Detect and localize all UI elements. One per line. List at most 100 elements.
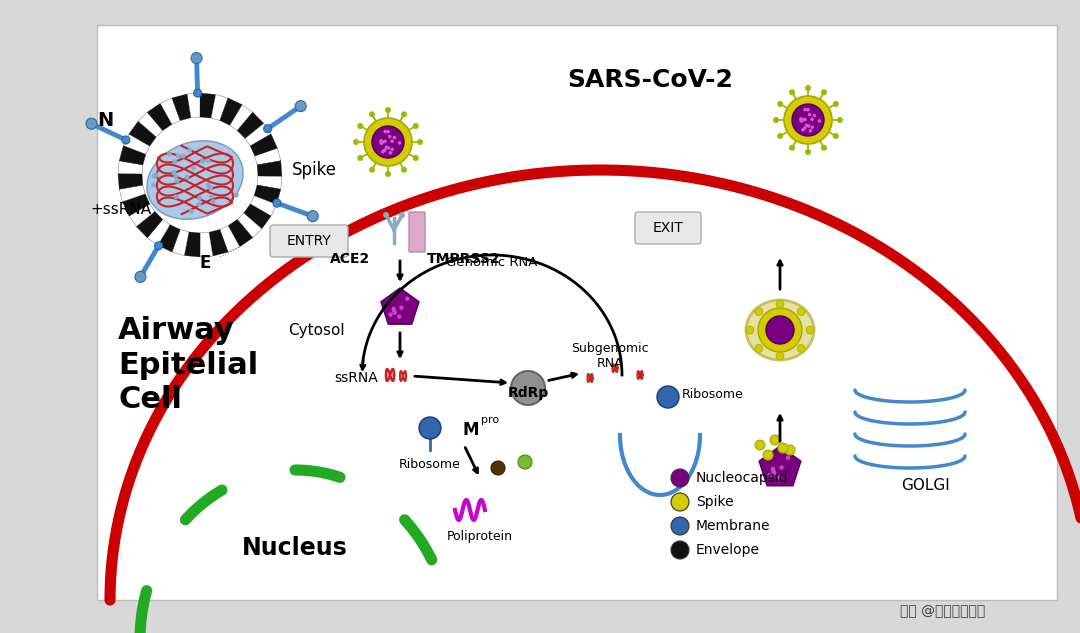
Circle shape: [369, 111, 375, 117]
Circle shape: [777, 300, 784, 308]
Circle shape: [191, 53, 202, 63]
Circle shape: [808, 113, 811, 116]
Circle shape: [755, 440, 765, 450]
Circle shape: [392, 309, 396, 313]
Circle shape: [205, 158, 211, 163]
Text: Nucleus: Nucleus: [242, 536, 348, 560]
Text: RdRp: RdRp: [508, 386, 549, 400]
Polygon shape: [187, 93, 200, 118]
Circle shape: [786, 456, 791, 460]
Circle shape: [671, 469, 689, 487]
Circle shape: [369, 166, 375, 173]
Text: ENTRY: ENTRY: [286, 234, 332, 248]
Circle shape: [122, 136, 130, 144]
Polygon shape: [160, 98, 180, 124]
Circle shape: [384, 107, 391, 113]
Text: EXIT: EXIT: [652, 221, 684, 235]
Circle shape: [766, 316, 794, 344]
Circle shape: [799, 117, 802, 121]
Circle shape: [755, 308, 762, 316]
Circle shape: [153, 172, 159, 177]
Circle shape: [151, 182, 157, 187]
Circle shape: [789, 89, 795, 96]
Circle shape: [833, 133, 839, 139]
Circle shape: [797, 344, 806, 353]
Circle shape: [821, 145, 827, 151]
Circle shape: [785, 445, 795, 455]
Circle shape: [206, 182, 211, 187]
Circle shape: [187, 147, 192, 153]
Circle shape: [807, 108, 810, 111]
Circle shape: [185, 175, 189, 180]
Circle shape: [413, 155, 419, 161]
Text: ACE2: ACE2: [329, 252, 370, 266]
Circle shape: [381, 150, 384, 154]
Circle shape: [380, 141, 383, 145]
Circle shape: [400, 305, 404, 310]
Circle shape: [772, 471, 777, 475]
Circle shape: [211, 199, 216, 204]
Circle shape: [771, 469, 775, 473]
Circle shape: [778, 133, 783, 139]
Circle shape: [805, 123, 808, 127]
Circle shape: [762, 450, 773, 460]
Circle shape: [364, 118, 411, 166]
Circle shape: [172, 170, 176, 175]
Circle shape: [773, 117, 779, 123]
Circle shape: [372, 126, 404, 158]
Circle shape: [173, 173, 178, 179]
Circle shape: [264, 125, 272, 133]
Circle shape: [393, 135, 396, 139]
Polygon shape: [220, 98, 242, 125]
FancyBboxPatch shape: [409, 212, 426, 252]
Circle shape: [518, 455, 532, 469]
Circle shape: [189, 209, 193, 214]
Circle shape: [401, 166, 407, 173]
Circle shape: [174, 179, 179, 184]
Text: Envelope: Envelope: [696, 543, 760, 557]
Circle shape: [191, 165, 197, 170]
Text: Ribosome: Ribosome: [681, 389, 744, 401]
Circle shape: [353, 139, 359, 145]
Circle shape: [755, 344, 762, 353]
Polygon shape: [257, 161, 282, 177]
Circle shape: [193, 89, 202, 97]
Circle shape: [780, 465, 784, 470]
Text: +ssRNA: +ssRNA: [90, 203, 151, 218]
Circle shape: [804, 127, 807, 130]
Circle shape: [167, 151, 172, 156]
Circle shape: [511, 371, 545, 405]
Circle shape: [393, 310, 397, 315]
Polygon shape: [172, 230, 189, 256]
Circle shape: [800, 118, 805, 122]
Circle shape: [804, 108, 807, 111]
Polygon shape: [251, 196, 276, 216]
Circle shape: [821, 89, 827, 96]
Polygon shape: [119, 185, 145, 202]
Circle shape: [401, 111, 407, 117]
Circle shape: [657, 386, 679, 408]
Text: ssRNA: ssRNA: [334, 371, 378, 385]
Polygon shape: [220, 226, 240, 252]
Polygon shape: [230, 104, 253, 130]
Text: Airway
Epitelial
Cell: Airway Epitelial Cell: [118, 316, 258, 414]
Polygon shape: [147, 220, 171, 246]
Circle shape: [778, 443, 788, 453]
Circle shape: [379, 140, 382, 144]
Circle shape: [792, 104, 824, 136]
Text: SARS-CoV-2: SARS-CoV-2: [567, 68, 733, 92]
Circle shape: [812, 114, 816, 117]
FancyBboxPatch shape: [635, 212, 701, 244]
Circle shape: [777, 352, 784, 360]
Circle shape: [307, 211, 319, 222]
Polygon shape: [251, 134, 278, 156]
Circle shape: [234, 192, 239, 197]
Circle shape: [135, 272, 146, 282]
Circle shape: [417, 139, 423, 145]
Circle shape: [383, 140, 387, 143]
Circle shape: [383, 212, 389, 218]
Circle shape: [379, 139, 383, 142]
Circle shape: [357, 155, 363, 161]
Circle shape: [810, 118, 814, 121]
Circle shape: [837, 117, 843, 123]
